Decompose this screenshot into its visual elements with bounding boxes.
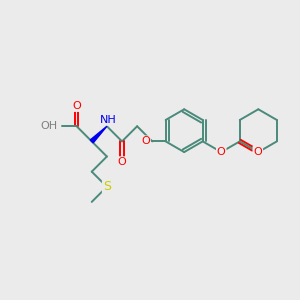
Text: O: O (118, 157, 126, 167)
Text: O: O (254, 147, 262, 157)
Text: S: S (103, 180, 111, 193)
Text: O: O (72, 101, 81, 111)
Text: O: O (141, 136, 150, 146)
Text: NH: NH (99, 115, 116, 125)
Text: O: O (217, 147, 226, 157)
Text: OH: OH (40, 121, 57, 131)
Polygon shape (90, 126, 107, 143)
